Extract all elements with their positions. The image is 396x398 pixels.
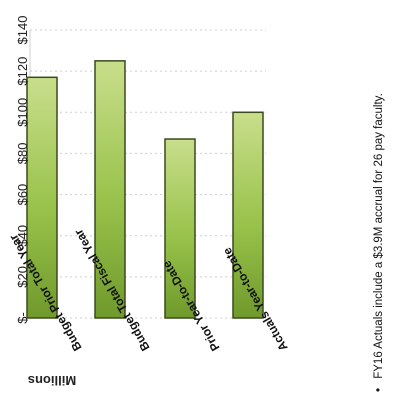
tick-label: $60 (15, 184, 30, 206)
footnote-bullet: • (373, 388, 385, 392)
bar (232, 111, 264, 319)
axis-title-millions: Millions (28, 373, 76, 388)
tick-label: $140 (15, 16, 30, 45)
tick-label: $20 (15, 266, 30, 288)
footnote-text: FY16 Actuals include a $3.9M accrual for… (373, 93, 385, 379)
tick-label: $120 (15, 57, 30, 86)
bar (164, 138, 196, 319)
tick-label: $80 (15, 143, 30, 165)
value-axis: $- $20 $40 $60 $80 $100 $120 $140 (15, 16, 30, 324)
bars (26, 60, 264, 319)
tick-label: $40 (15, 225, 30, 247)
gridlines (29, 29, 266, 319)
bar (26, 76, 58, 319)
tick-label: $- (15, 312, 30, 324)
footnote: • FY16 Actuals include a $3.9M accrual f… (373, 93, 385, 392)
tick-label: $100 (15, 98, 30, 127)
bar (94, 60, 126, 319)
